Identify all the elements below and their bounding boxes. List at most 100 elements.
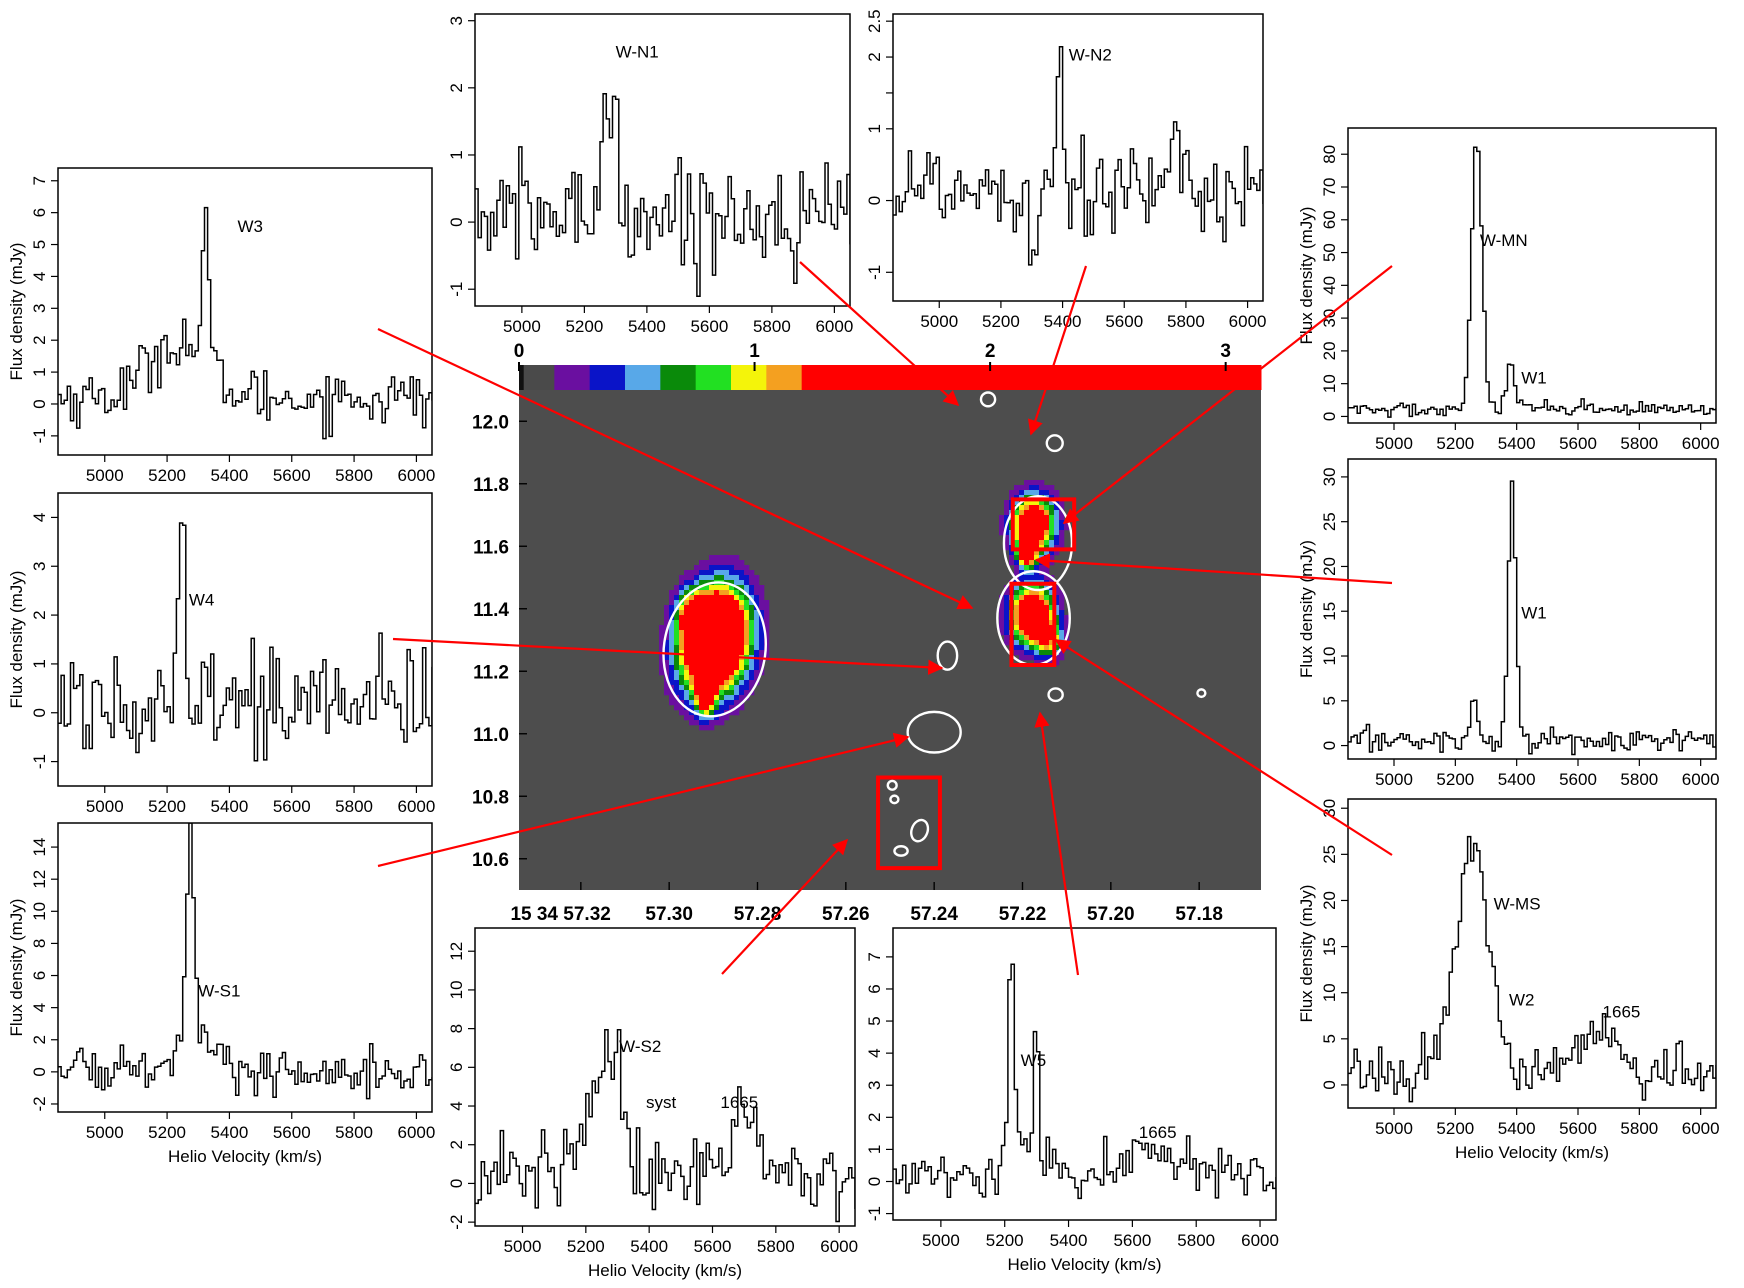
x-tick-label: 5600 <box>1113 1231 1151 1250</box>
emission-pixel <box>699 705 705 711</box>
emission-pixel <box>739 695 745 701</box>
emission-pixel <box>669 655 675 661</box>
map-contour <box>1047 687 1064 703</box>
emission-pixel <box>744 680 750 686</box>
emission-pixel <box>709 710 715 716</box>
emission-pixel <box>709 595 715 601</box>
emission-pixel <box>1044 605 1050 611</box>
x-tick-label: 5400 <box>1044 312 1082 331</box>
emission-pixel <box>1014 650 1020 656</box>
emission-pixel <box>739 565 745 571</box>
emission-pixel <box>1034 650 1040 656</box>
emission-pixel <box>689 585 695 591</box>
emission-pixel <box>709 615 715 621</box>
emission-pixel <box>1039 540 1045 546</box>
emission-pixel <box>734 675 740 681</box>
emission-pixel <box>1049 555 1055 561</box>
emission-pixel <box>734 670 740 676</box>
plot-frame <box>892 927 1277 1221</box>
emission-pixel <box>749 650 755 656</box>
emission-pixel <box>1059 515 1065 521</box>
emission-pixel <box>729 620 735 626</box>
spectrum-annotation: 1665 <box>1139 1123 1177 1142</box>
emission-pixel <box>744 615 750 621</box>
emission-pixel <box>719 600 725 606</box>
emission-pixel <box>1009 560 1015 566</box>
emission-pixel <box>704 590 710 596</box>
emission-pixel <box>744 565 750 571</box>
emission-pixel <box>1044 515 1050 521</box>
map-contour <box>889 794 900 805</box>
emission-pixel <box>709 695 715 701</box>
emission-pixel <box>1014 540 1020 546</box>
emission-pixel <box>1024 560 1030 566</box>
emission-pixel <box>1024 610 1030 616</box>
emission-pixel <box>724 595 730 601</box>
emission-pixel <box>674 630 680 636</box>
emission-pixel <box>749 685 755 691</box>
emission-pixel <box>679 655 685 661</box>
emission-pixel <box>669 635 675 641</box>
emission-pixel <box>1059 530 1065 536</box>
emission-pixel <box>719 565 725 571</box>
emission-pixel <box>739 705 745 711</box>
emission-pixel <box>689 715 695 721</box>
emission-pixel <box>679 610 685 616</box>
emission-pixel <box>714 660 720 666</box>
emission-pixel <box>684 680 690 686</box>
emission-pixel <box>719 700 725 706</box>
emission-pixel <box>739 690 745 696</box>
emission-pixel <box>1024 605 1030 611</box>
emission-pixel <box>1029 620 1035 626</box>
map-y-tick-label: 11.0 <box>473 725 509 746</box>
emission-pixel <box>749 660 755 666</box>
emission-pixel <box>1049 500 1055 506</box>
emission-pixel <box>739 620 745 626</box>
emission-pixel <box>674 610 680 616</box>
emission-pixel <box>1029 600 1035 606</box>
emission-pixel <box>664 685 670 691</box>
emission-pixel <box>694 715 700 721</box>
emission-pixel <box>714 670 720 676</box>
y-tick-label: 0 <box>447 217 466 226</box>
emission-pixel <box>999 630 1005 636</box>
emission-pixel <box>659 660 665 666</box>
emission-pixel <box>749 615 755 621</box>
emission-pixel <box>1029 630 1035 636</box>
emission-pixel <box>664 610 670 616</box>
emission-pixel <box>1044 595 1050 601</box>
emission-pixel <box>1034 535 1040 541</box>
x-tick-label: 5600 <box>1559 1119 1597 1138</box>
emission-pixel <box>739 570 745 576</box>
emission-pixel <box>1024 650 1030 656</box>
emission-pixel <box>1049 510 1055 516</box>
map-y-tick-label: 11.8 <box>473 475 509 496</box>
emission-pixel <box>1049 540 1055 546</box>
emission-pixel <box>1004 600 1010 606</box>
emission-pixel <box>1054 490 1060 496</box>
emission-pixel <box>674 700 680 706</box>
emission-pixel <box>724 690 730 696</box>
emission-pixel <box>689 620 695 626</box>
emission-pixel <box>714 675 720 681</box>
emission-pixel <box>1004 615 1010 621</box>
callout-arrow <box>1062 265 1393 524</box>
emission-pixel <box>1044 505 1050 511</box>
y-tick-label: 6 <box>30 971 49 980</box>
emission-pixel <box>719 630 725 636</box>
emission-pixel <box>1009 550 1015 556</box>
emission-pixel <box>1054 610 1060 616</box>
emission-pixel <box>709 620 715 626</box>
map-x-tick-label: 57.24 <box>910 904 958 925</box>
emission-pixel <box>1039 525 1045 531</box>
emission-pixel <box>1014 590 1020 596</box>
emission-pixel <box>1014 620 1020 626</box>
emission-pixel <box>704 570 710 576</box>
emission-pixel <box>669 700 675 706</box>
emission-pixel <box>1054 600 1060 606</box>
emission-pixel <box>1064 525 1070 531</box>
emission-pixel <box>679 630 685 636</box>
x-tick-label: 5000 <box>920 312 958 331</box>
x-axis-label: Helio Velocity (km/s) <box>1008 1255 1162 1274</box>
emission-pixel <box>759 650 765 656</box>
